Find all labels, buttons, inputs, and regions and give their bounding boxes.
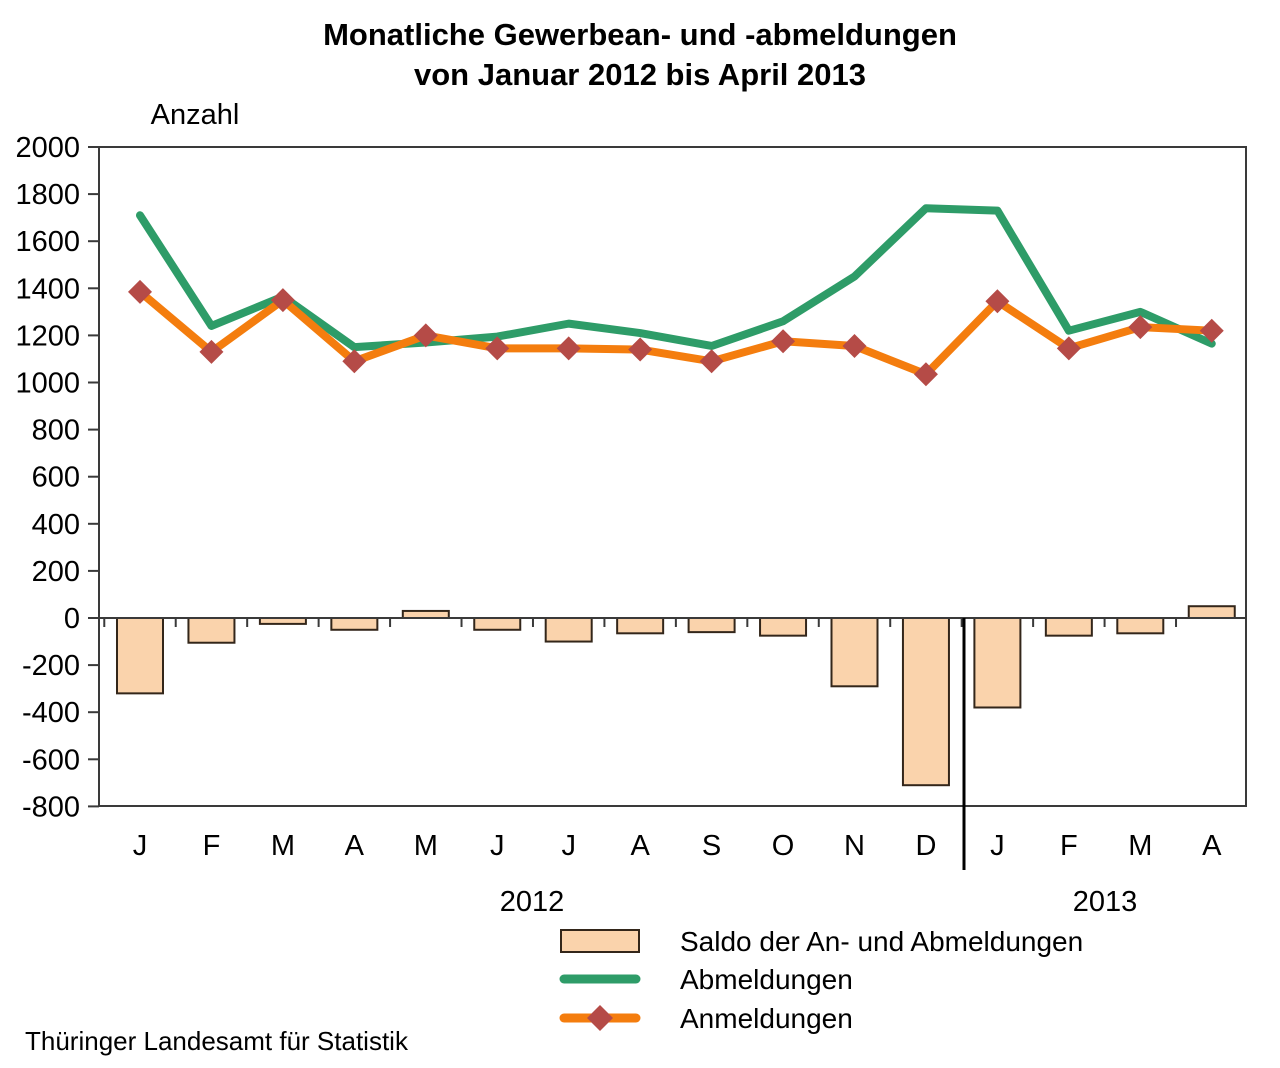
anmeldungen-marker xyxy=(771,329,796,354)
anmeldungen-marker xyxy=(270,288,295,313)
x-month-label: F xyxy=(203,830,221,862)
anmeldungen-marker xyxy=(985,289,1010,314)
source-attribution: Thüringer Landesamt für Statistik xyxy=(25,1026,409,1056)
legend-label-saldo: Saldo der An- und Abmeldungen xyxy=(680,926,1083,957)
y-tick-label: 1000 xyxy=(15,368,80,400)
y-tick-label: -600 xyxy=(22,744,80,776)
y-tick-label: 400 xyxy=(32,509,80,541)
saldo-bar xyxy=(759,617,808,637)
plot-frame xyxy=(98,146,1247,807)
y-tick-label: 600 xyxy=(32,462,80,494)
x-month-label: M xyxy=(414,830,438,862)
legend-anmeldungen-marker xyxy=(587,1005,613,1031)
x-month-label: J xyxy=(133,830,148,862)
x-month-label: O xyxy=(772,830,795,862)
anmeldungen-marker xyxy=(1128,315,1153,340)
year-label-2013: 2013 xyxy=(1073,886,1138,918)
anmeldungen-marker xyxy=(842,333,867,358)
saldo-bar xyxy=(616,617,665,635)
saldo-bar xyxy=(187,617,236,644)
saldo-bar xyxy=(544,617,593,643)
y-tick-label: 200 xyxy=(32,556,80,588)
x-month-label: M xyxy=(1128,830,1152,862)
anmeldungen-marker xyxy=(199,339,224,364)
chart-title-line1: Monatliche Gewerbean- und -abmeldungen xyxy=(323,17,957,52)
y-tick-label: 800 xyxy=(32,415,80,447)
saldo-bar xyxy=(1187,605,1236,619)
y-tick-label: 1600 xyxy=(15,226,80,258)
x-month-label: M xyxy=(271,830,295,862)
saldo-bar xyxy=(116,617,164,695)
y-tick-label: -200 xyxy=(22,650,80,682)
legend-label-anmeldungen: Anmeldungen xyxy=(680,1003,853,1034)
anmeldungen-marker xyxy=(699,349,724,374)
saldo-bar xyxy=(473,617,522,631)
y-tick-label: 1200 xyxy=(15,320,80,352)
x-month-label: A xyxy=(345,830,365,862)
saldo-bar xyxy=(687,617,736,634)
x-month-label: A xyxy=(630,830,650,862)
saldo-bar xyxy=(830,617,879,688)
x-month-label: J xyxy=(561,830,576,862)
legend-label-abmeldungen: Abmeldungen xyxy=(680,964,853,995)
anmeldungen-marker xyxy=(485,336,510,361)
anmeldungen-marker xyxy=(1199,318,1224,343)
saldo-bar xyxy=(1044,617,1093,637)
y-tick-label: 1400 xyxy=(15,273,80,305)
saldo-bar xyxy=(901,617,950,787)
x-month-label: D xyxy=(915,830,936,862)
anmeldungen-marker xyxy=(913,362,938,387)
anmeldungen-marker xyxy=(413,323,438,348)
x-month-label: A xyxy=(1202,830,1222,862)
chart-title-line2: von Januar 2012 bis April 2013 xyxy=(414,57,866,92)
saldo-bar xyxy=(401,609,450,619)
anmeldungen-marker xyxy=(628,337,653,362)
x-month-label: N xyxy=(844,830,865,862)
x-month-label: J xyxy=(490,830,505,862)
y-axis-unit-label: Anzahl xyxy=(151,99,240,131)
anmeldungen-line xyxy=(136,287,1216,379)
anmeldungen-marker xyxy=(128,279,152,304)
anmeldungen-marker xyxy=(342,349,367,374)
abmeldungen-line xyxy=(136,204,1216,352)
year-label-2012: 2012 xyxy=(500,886,565,918)
anmeldungen-marker xyxy=(1056,336,1081,361)
x-month-label: J xyxy=(990,830,1005,862)
x-month-label: F xyxy=(1060,830,1078,862)
legend-saldo-swatch xyxy=(560,929,640,953)
y-tick-label: 1800 xyxy=(15,179,80,211)
y-tick-label: 2000 xyxy=(15,132,80,164)
x-month-label: S xyxy=(702,830,721,862)
saldo-bar xyxy=(1116,617,1165,635)
y-tick-label: 0 xyxy=(64,603,80,635)
y-tick-label: -800 xyxy=(22,791,80,823)
saldo-bar xyxy=(973,617,1022,709)
saldo-bar xyxy=(330,617,379,631)
anmeldungen-marker xyxy=(556,336,581,361)
y-tick-label: -400 xyxy=(22,697,80,729)
